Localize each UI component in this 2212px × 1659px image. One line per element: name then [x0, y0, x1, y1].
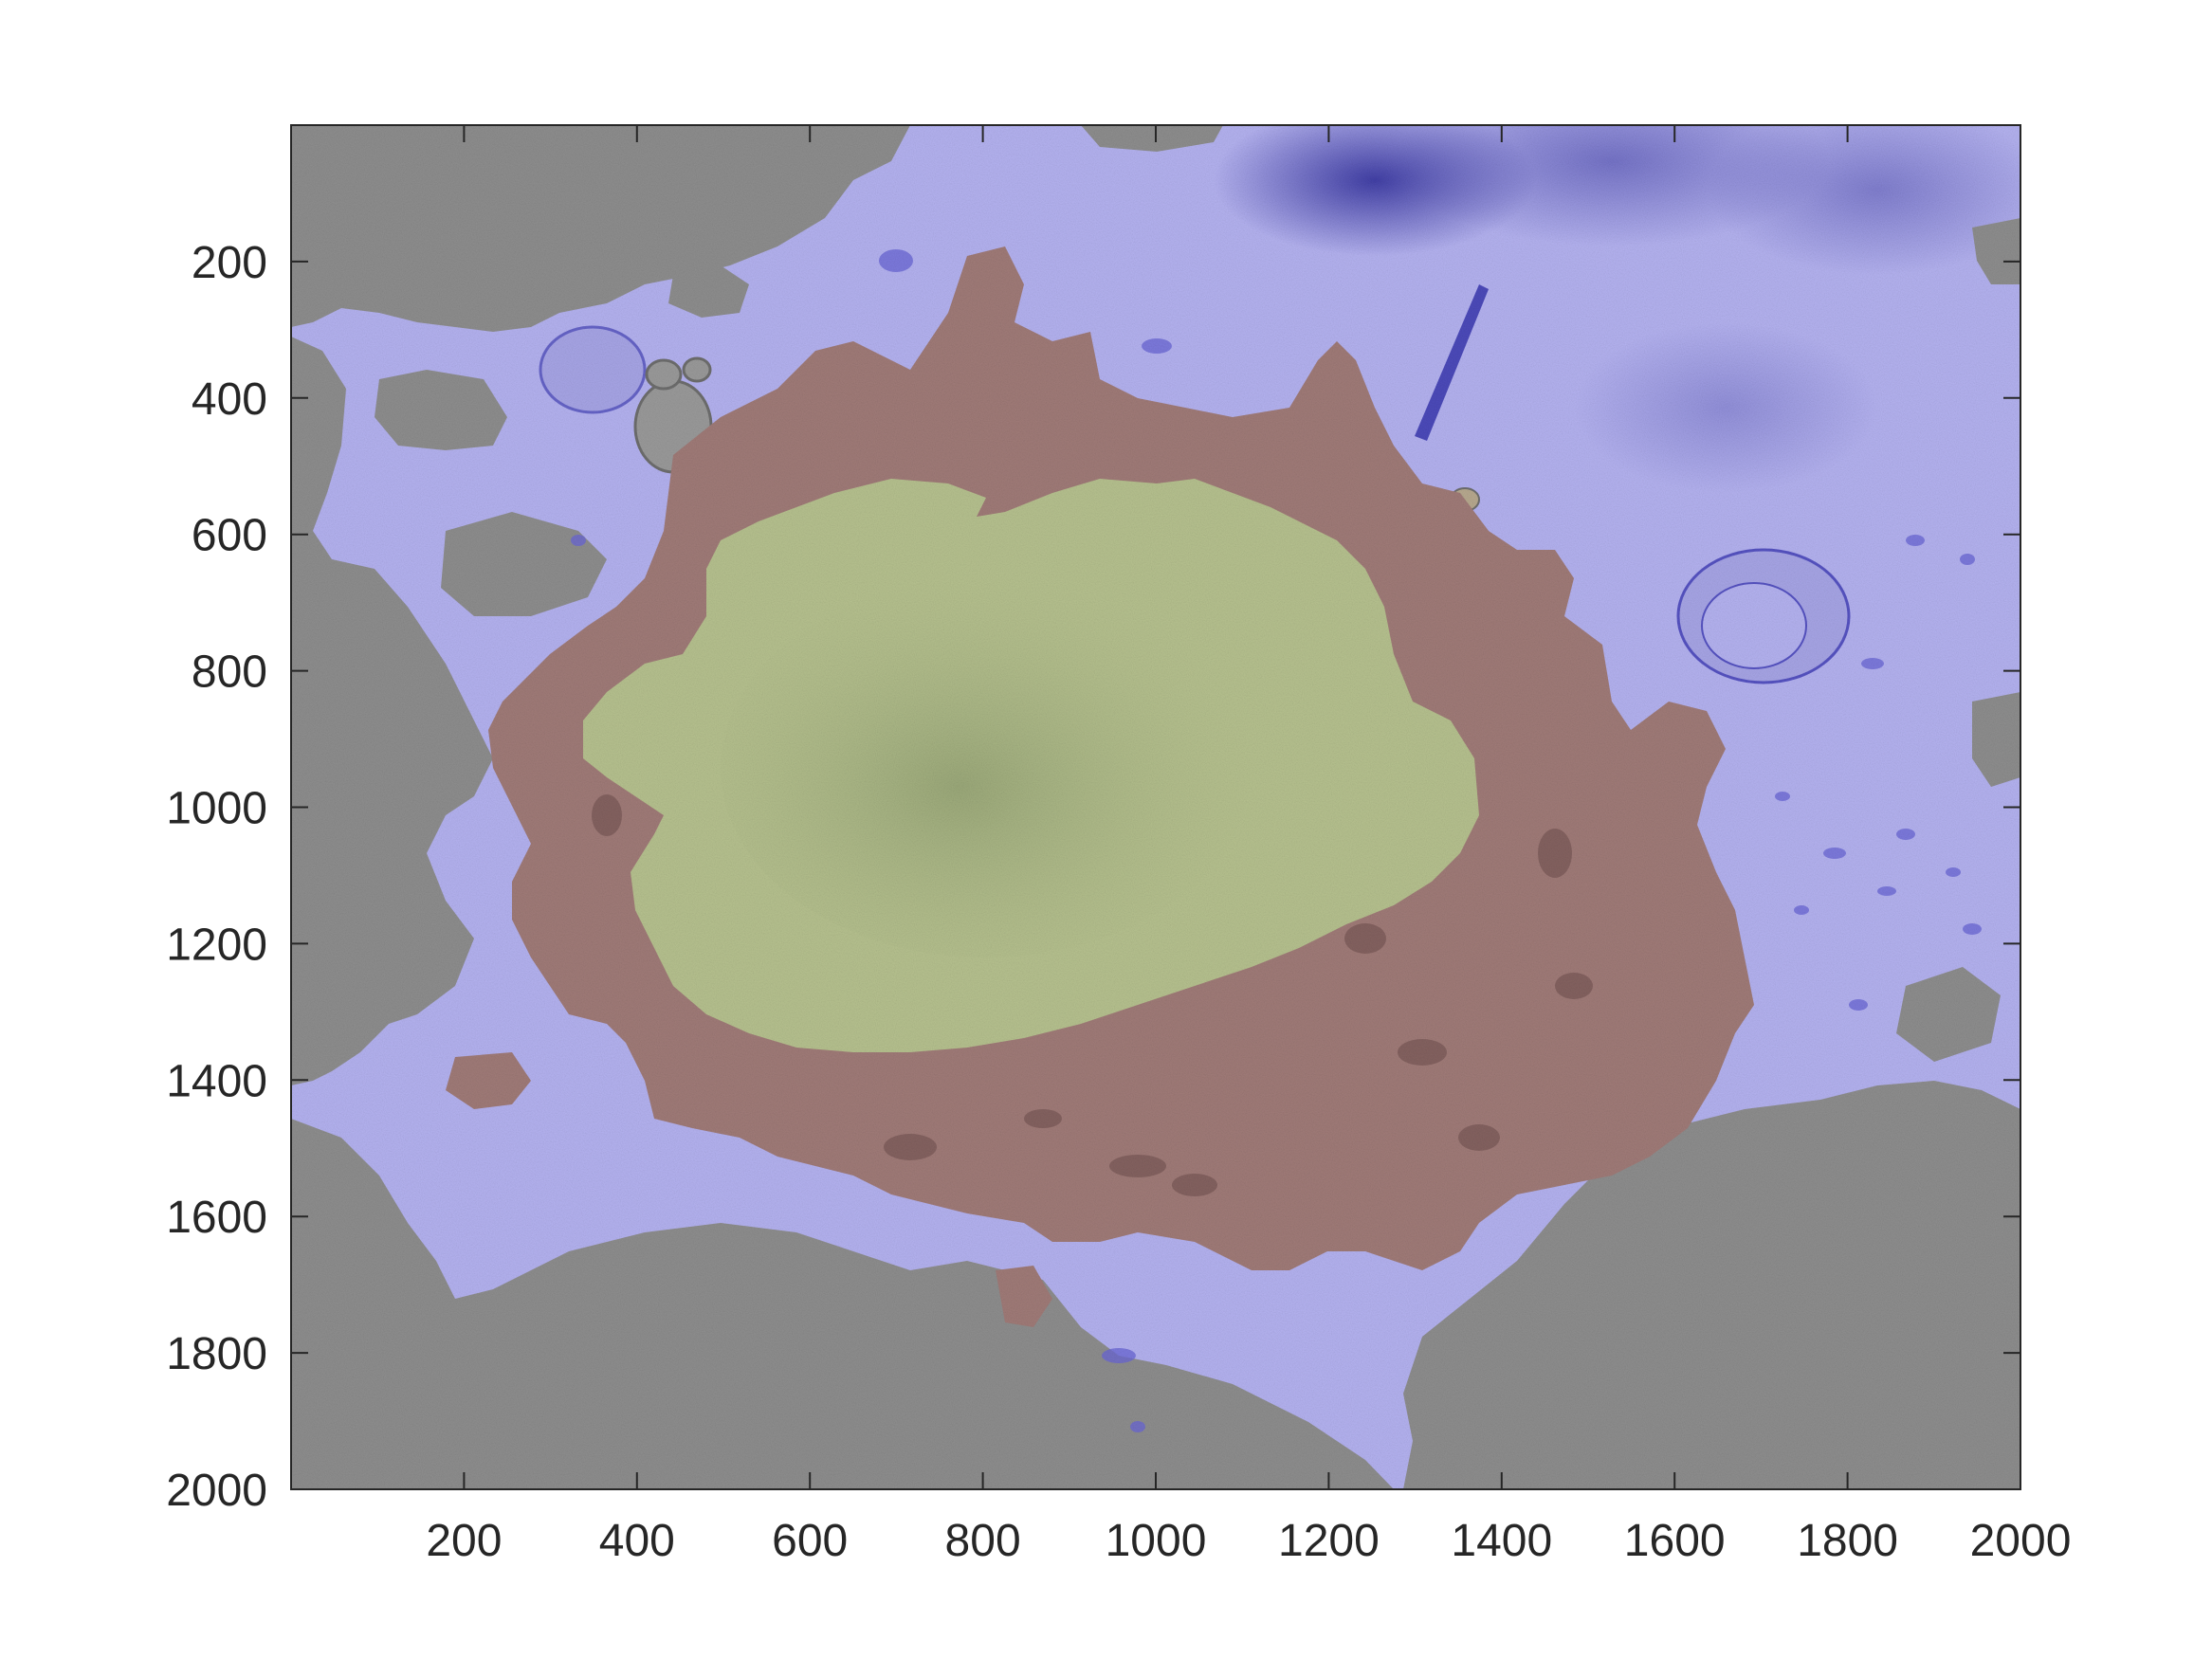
- x-tick-label: 400: [599, 1516, 675, 1566]
- tissue-region: [721, 156, 834, 228]
- tissue-region: [668, 265, 749, 318]
- tissue-region: [1972, 692, 2020, 787]
- vesicle: [645, 358, 683, 391]
- x-tick-label: 200: [426, 1516, 502, 1566]
- y-tick-label: 1600: [166, 1193, 267, 1243]
- tissue-region: [1403, 1081, 2020, 1489]
- x-tick-label: 1800: [1797, 1516, 1898, 1566]
- micrograph-image: [291, 125, 2020, 1489]
- tissue-region: [441, 512, 607, 616]
- tissue-region: [1081, 125, 1223, 152]
- x-tick-label: 1200: [1278, 1516, 1380, 1566]
- y-tick-label: 1200: [166, 920, 267, 970]
- organelle-cluster: [592, 794, 1593, 1196]
- vesicle: [1701, 582, 1807, 669]
- y-tick-label: 1800: [166, 1329, 267, 1379]
- vesicle: [539, 325, 647, 414]
- y-tick-label: 1000: [166, 784, 267, 834]
- x-tick-label: 800: [945, 1516, 1021, 1566]
- x-tick-label: 1600: [1624, 1516, 1726, 1566]
- cell-fragment: [446, 1052, 531, 1109]
- nucleus-shading: [721, 578, 1252, 957]
- dark-stain-region: [1574, 322, 1877, 493]
- vesicle: [682, 356, 712, 383]
- x-axis: 200 400 600 800 1000 1200 1400 1600 1800 2000: [426, 125, 2071, 1566]
- cell-fragment: [996, 1266, 1052, 1327]
- y-tick-label: 2000: [166, 1466, 267, 1516]
- dark-stain-region: [1707, 125, 2020, 275]
- tissue-region: [1972, 218, 2020, 284]
- y-tick-label: 1400: [166, 1056, 267, 1106]
- x-tick-label: 600: [772, 1516, 848, 1566]
- vesicle-specks: [571, 249, 1982, 1432]
- dark-stain-streak: [1415, 284, 1489, 441]
- x-tick-label: 1000: [1106, 1516, 1207, 1566]
- x-tick-label: 1400: [1451, 1516, 1552, 1566]
- y-tick-label: 600: [192, 511, 267, 561]
- y-tick-label: 200: [192, 238, 267, 288]
- y-axis: 200 400 600 800 1000 1200 1400 1600 1800 2000: [166, 238, 2020, 1516]
- y-tick-label: 800: [192, 647, 267, 698]
- y-tick-label: 400: [192, 374, 267, 425]
- tissue-region: [1896, 967, 2001, 1062]
- x-tick-label: 2000: [1970, 1516, 2072, 1566]
- tissue-region: [291, 1119, 1394, 1489]
- tissue-region: [375, 370, 507, 450]
- tissue-region: [291, 337, 493, 1085]
